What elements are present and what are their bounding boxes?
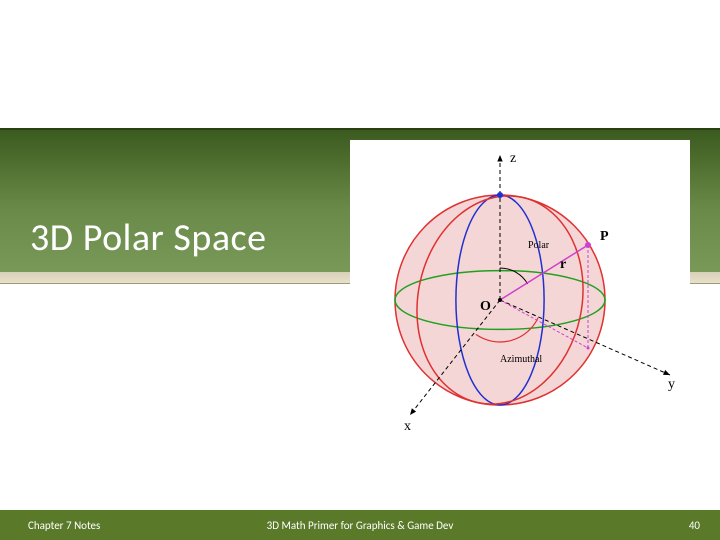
footer-center: 3D Math Primer for Graphics & Game Dev [0, 519, 720, 532]
origin-label: O [480, 299, 491, 314]
azimuthal-label: Azimuthal [500, 354, 542, 365]
top-whitespace [0, 0, 720, 128]
y-axis-label: y [668, 377, 675, 392]
north-pole-dot [497, 192, 503, 198]
z-axis-label: z [510, 151, 516, 166]
polar-label: Polar [528, 240, 550, 251]
point-p [585, 242, 591, 248]
projection-dot [587, 347, 590, 350]
r-label: r [560, 257, 566, 272]
slide-footer: Chapter 7 Notes 3D Math Primer for Graph… [0, 510, 720, 540]
polar-sphere-diagram: z y x O P r Polar Azimuthal [350, 140, 690, 440]
footer-page-number: 40 [689, 519, 700, 532]
origin-dot [498, 298, 502, 302]
point-p-label: P [600, 229, 609, 244]
x-axis-label: x [404, 419, 411, 434]
slide-title: 3D Polar Space [30, 215, 267, 261]
